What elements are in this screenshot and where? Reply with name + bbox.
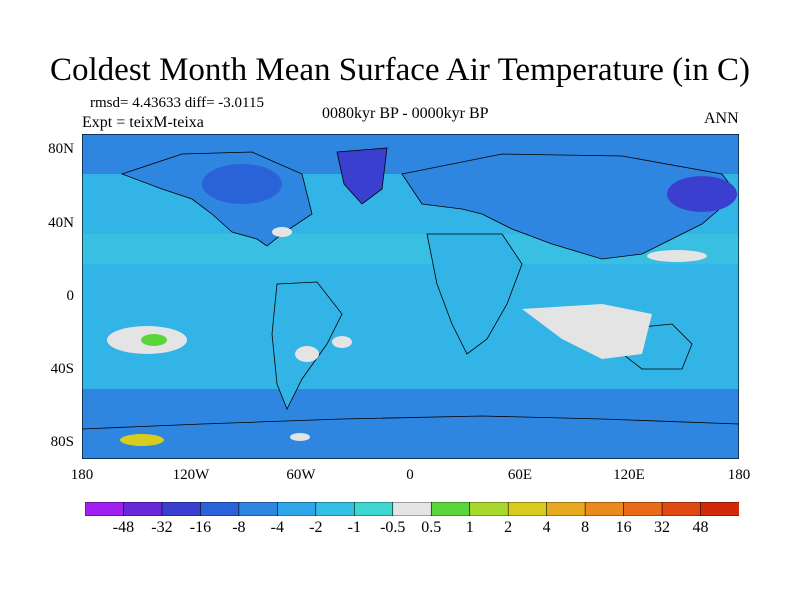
south-pacific-warm (141, 334, 167, 346)
colorbar-tick-label: 1 (465, 519, 474, 536)
colorbar-swatch (315, 502, 356, 516)
lon-label-0: 0 (406, 467, 414, 483)
colorbar-tick-label: -1 (347, 519, 361, 536)
colorbar-tick-label: 32 (654, 519, 671, 536)
colorbar-tick-label: 16 (615, 519, 632, 536)
colorbar-swatch (584, 502, 625, 516)
lon-label-180w: 180 (70, 467, 94, 483)
lat-label-40s: 40S (50, 361, 74, 377)
temperature-map (81, 133, 740, 460)
colorbar-tick-label: -48 (112, 519, 135, 536)
greenland-land (336, 147, 388, 205)
colorbar-swatch (277, 502, 317, 516)
weddell-neutral (290, 433, 310, 441)
colorbar-tick-label: -16 (189, 519, 212, 536)
colorbar-swatch (700, 502, 739, 516)
lon-label-120e: 120E (613, 467, 645, 483)
lat-label-0: 0 (66, 288, 75, 304)
period-label: 0080kyr BP - 0000kyr BP (322, 105, 489, 122)
africa-land (426, 233, 523, 355)
colorbar-tick-label: -32 (151, 519, 173, 536)
colorbar-swatch (661, 502, 702, 516)
colorbar-tick-label: -8 (232, 519, 246, 536)
colorbar-swatch (507, 502, 548, 516)
colorbar-tick-label: 2 (504, 519, 513, 536)
stats-label: rmsd= 4.43633 diff= -3.0115 (90, 95, 264, 111)
siberia-cold-region (667, 176, 737, 212)
colorbar-swatch (430, 502, 471, 516)
canada-cold-region (202, 164, 282, 204)
colorbar-swatch (85, 502, 125, 516)
south-america-land (271, 281, 343, 410)
colorbar-swatch (546, 502, 586, 516)
south-atlantic-neutral-2 (332, 336, 352, 348)
lat-label-80s: 80S (50, 434, 74, 450)
experiment-label: Expt = teixM-teixa (82, 114, 204, 131)
colorbar (85, 502, 739, 516)
lon-label-120w: 120W (172, 467, 210, 483)
colorbar-tick-label: -4 (270, 519, 284, 536)
colorbar-swatch (200, 502, 240, 516)
page-title: Coldest Month Mean Surface Air Temperatu… (50, 52, 750, 88)
eurasia-land (401, 153, 738, 260)
map-svg (81, 133, 740, 460)
colorbar-tick-label: 0.5 (421, 519, 442, 536)
lat-label-40n: 40N (48, 215, 74, 231)
ross-sea-warm (120, 434, 164, 446)
indian-ocean-neutral (522, 304, 652, 359)
colorbar-swatch (353, 502, 394, 516)
pacific-neutral (647, 250, 707, 262)
atlantic-neutral (272, 227, 292, 237)
colorbar-swatch (161, 502, 202, 516)
colorbar-swatch (123, 502, 163, 516)
colorbar-swatch (238, 502, 279, 516)
season-label: ANN (704, 110, 739, 127)
colorbar-tick-label: 8 (581, 519, 590, 536)
colorbar-swatch (469, 502, 509, 516)
south-atlantic-neutral (295, 346, 319, 362)
colorbar-tick-label: 4 (542, 519, 551, 536)
colorbar-tick-label: 48 (692, 519, 709, 536)
colorbar-swatch (623, 502, 663, 516)
colorbar-swatch (392, 502, 433, 516)
colorbar-tick-label: -0.5 (380, 519, 406, 536)
lon-label-60w: 60W (286, 467, 316, 483)
lat-label-80n: 80N (48, 141, 74, 157)
colorbar-tick-label: -2 (309, 519, 323, 536)
lon-label-60e: 60E (507, 467, 533, 483)
lon-label-180e: 180 (727, 467, 751, 483)
